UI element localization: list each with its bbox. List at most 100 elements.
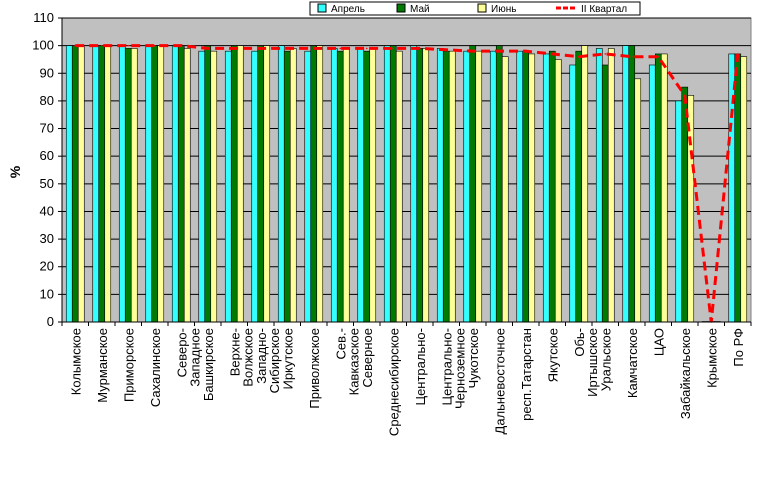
x-tick-label: респ.Татарстан [519,328,534,421]
y-tick-label: 90 [40,65,54,80]
bar-Май [336,50,344,323]
bar-Апрель [728,53,736,323]
bar-Июнь [342,48,350,323]
line-point [657,55,660,58]
bar-Апрель [463,50,471,323]
line-point [683,94,686,97]
bar-Апрель [65,45,73,323]
y-tick-label: 110 [33,10,54,25]
bar-Июнь [607,48,615,323]
axes [61,18,752,326]
bar-Июнь [157,45,165,323]
bar-Июнь [501,56,509,323]
bar-Апрель [410,45,418,323]
bar-Май [654,53,662,323]
y-tick-label: 30 [40,231,54,246]
bar-Апрель [542,53,550,323]
x-tick-label: Крымское [704,328,719,388]
bar-Июнь [77,45,85,323]
bar-Апрель [198,50,206,323]
legend-box [309,1,641,16]
line-point [100,44,103,47]
bar-Май [151,45,159,323]
x-tick-label: Центрально- [413,328,428,406]
x-tick-label: Сев.-Кавказское [333,328,361,395]
bar-Апрель [251,50,259,323]
legend: Апрель Май Июнь II Квартал [309,1,641,16]
bar-Май [230,45,238,323]
line-point [524,50,527,52]
y-tick-label: 80 [40,93,54,108]
x-tick-label: Якутское [545,328,560,382]
x-tick-label: Приволжское [307,328,322,409]
bar-Май [681,86,689,323]
bar-Июнь [634,78,642,323]
bar-Июнь [475,50,483,323]
legend-swatch [396,3,406,13]
legend-label: Май [410,4,430,15]
bar-Май [416,48,424,323]
bar-Май [71,45,79,323]
x-tick-label: Сахалинское [148,328,163,407]
bar-Май [575,50,583,323]
bars [65,45,748,323]
line-point [74,44,77,47]
y-tick-label: 40 [40,203,54,218]
bar-Июнь [528,53,536,323]
legend-swatch [477,3,487,13]
bar-Май [734,53,742,323]
x-tick-label: Дальневосточное [492,328,507,434]
x-tick-label: Иркутское [280,328,295,390]
bar-Апрель [516,50,524,323]
line-point [418,47,421,50]
bar-Апрель [675,100,683,323]
line-point [736,53,739,55]
bar-Май [283,50,291,323]
bar-Апрель [118,45,126,323]
bar-Апрель [330,48,338,323]
bar-Май [628,45,636,323]
bar-Июнь [183,48,191,323]
y-tick-label: 20 [40,259,54,274]
bar-Май [177,45,185,323]
y-tick-label: 60 [40,148,54,163]
x-tick-label: Башкирское [201,328,216,401]
y-tick-label: 70 [40,121,54,136]
bar-Апрель [436,48,444,323]
bar-Апрель [357,48,365,323]
x-tick-label: Приморское [121,328,136,402]
bar-Май [522,50,530,323]
bar-Июнь [448,50,456,323]
line-point [630,55,633,58]
x-tick-label: Камчатское [625,328,640,398]
bar-Июнь [395,50,403,323]
line-point [365,47,368,50]
bar-Апрель [569,64,577,323]
line-point [153,44,156,47]
line-point [498,50,501,52]
bar-Июнь [130,48,138,323]
line-point [180,44,183,47]
bar-Апрель [304,50,312,323]
x-tick-label: Мурманское [95,328,110,403]
legend-label: II Квартал [581,4,627,15]
bar-Июнь [210,50,218,323]
bar-Май [389,45,397,323]
legend-label: Июнь [491,4,516,15]
bar-Май [363,50,371,323]
x-tick-label: Забайкальское [678,328,693,419]
bar-Май [548,50,556,323]
bar-Май [310,45,318,323]
bar-Июнь [289,48,297,323]
x-tick-label: Северо-Западное [174,328,202,387]
x-tick-label: Центрально-Черноземное [439,328,467,409]
bar-Апрель [383,45,391,323]
line-point [392,47,395,50]
line-point [286,47,289,50]
x-tick-label: Чукотское [466,328,481,389]
x-tick-label: Среднесибирское [386,328,401,436]
x-tick-label: Верхне-Волжское [227,328,255,387]
bar-Май [204,45,212,323]
bar-Май [601,64,609,323]
